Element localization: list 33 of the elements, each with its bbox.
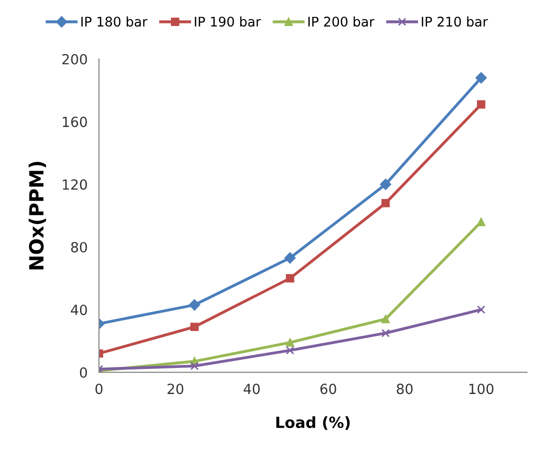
point — [381, 314, 390, 324]
point — [188, 299, 200, 311]
x-axis-title: Load (%) — [276, 416, 350, 430]
x-tick-label: 100 — [469, 384, 494, 394]
y-tick-label: 160 — [62, 116, 87, 128]
legend-label: IP 190 bar — [194, 16, 261, 27]
point — [381, 198, 390, 208]
x-tick-label: 20 — [168, 384, 184, 394]
x-tick-label: 60 — [320, 384, 336, 394]
point — [476, 218, 486, 226]
point — [190, 362, 199, 370]
y-tick-label: 40 — [70, 304, 87, 316]
point — [476, 305, 486, 314]
point — [476, 72, 487, 84]
point — [190, 322, 199, 332]
point — [286, 346, 294, 355]
legend-label: IP 200 bar — [308, 16, 374, 27]
y-tick-label: 120 — [62, 179, 87, 190]
legend-label: IP 180 bar — [81, 16, 148, 27]
y-axis-title: NOx(PPM) — [28, 162, 46, 270]
x-tick-label: 0 — [95, 384, 102, 394]
point — [381, 328, 390, 338]
point — [380, 178, 392, 190]
y-tick-label: 80 — [71, 242, 87, 252]
x-tick-label: 80 — [396, 384, 413, 394]
legend-label: IP 210 bar — [422, 16, 488, 27]
y-tick-label: 0 — [80, 367, 87, 378]
point — [284, 252, 296, 264]
x-tick-label: 40 — [244, 384, 260, 394]
y-tick-label: 200 — [62, 54, 87, 64]
point — [286, 338, 294, 347]
point — [286, 274, 294, 282]
point — [476, 100, 486, 109]
